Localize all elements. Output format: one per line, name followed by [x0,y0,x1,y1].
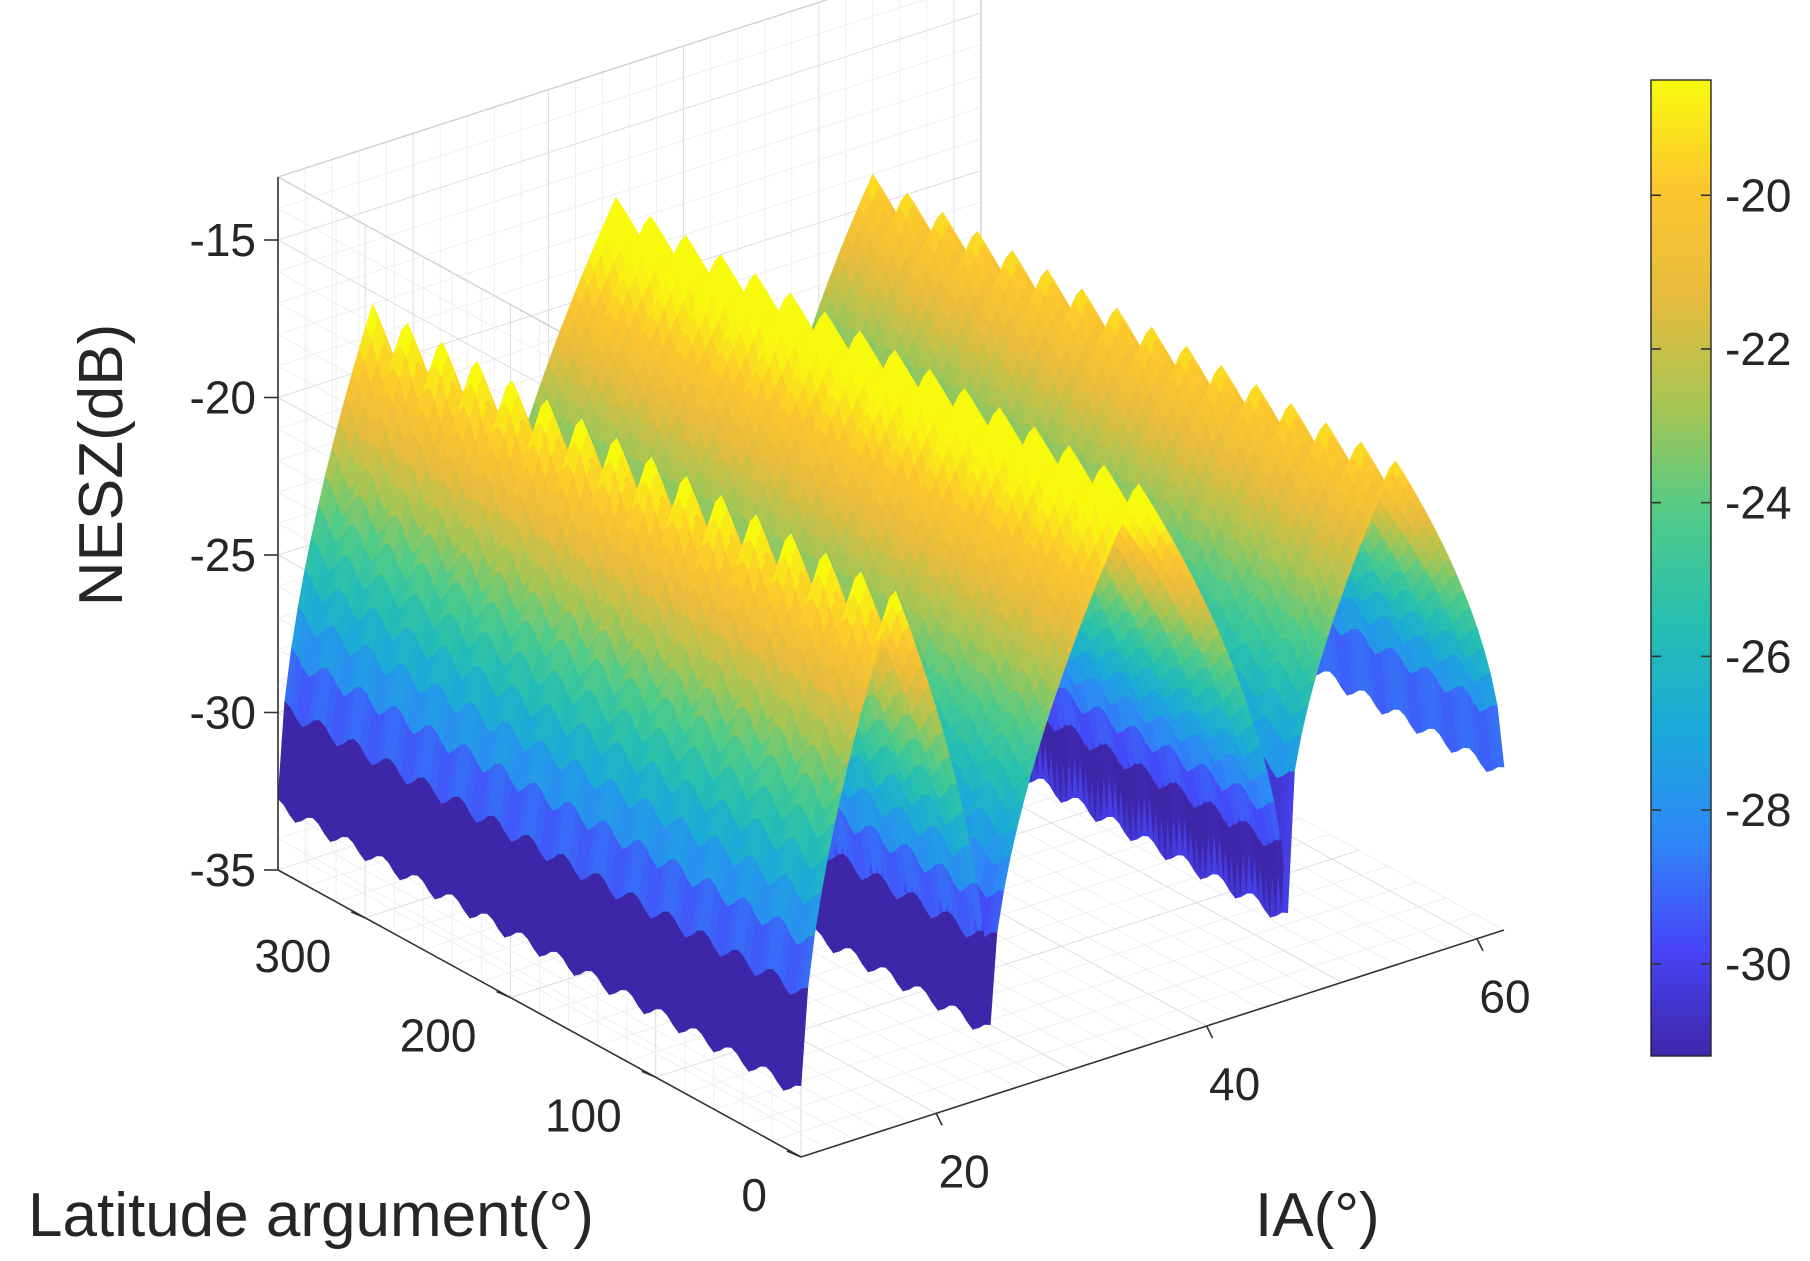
nesz-surface [277,173,1505,1092]
colorbar-ticks: -30 -28 -26 -24 -22 -20 [1651,169,1791,990]
colorbar-tick-label: -22 [1725,323,1791,375]
z-tick-label: -30 [190,687,256,739]
y-tick-label: 100 [545,1089,622,1141]
y-tick-label: 0 [741,1169,767,1221]
colorbar-tick-label: -26 [1725,630,1791,682]
y-tick-mark [496,990,511,999]
z-axis-label: NESZ(dB) [67,324,136,606]
colorbar: -30 -28 -26 -24 -22 -20 [1650,79,1791,1057]
z-tick-label: -25 [190,529,256,581]
x-tick-label: 40 [1209,1058,1260,1110]
y-tick-label: 200 [400,1010,477,1062]
x-tick-mark [1476,938,1484,952]
z-axis-ticks: -35 -30 -25 -20 -15 [190,214,278,896]
colorbar-gradient [1650,79,1712,1057]
y-tick-mark [786,1150,802,1158]
x-tick-mark [935,1112,943,1126]
z-tick-label: -15 [190,214,256,266]
y-tick-mark [641,1070,657,1079]
z-tick-label: -35 [190,844,256,896]
y-tick-label: 300 [254,930,331,982]
colorbar-tick-label: -24 [1725,477,1791,529]
colorbar-tick-label: -30 [1725,938,1791,990]
x-tick-mark [1205,1025,1214,1039]
y-axis-label: Latitude argument(°) [28,1181,594,1250]
x-tick-label: 20 [939,1145,990,1197]
y-axis-ticks: 0 100 200 300 [254,911,802,1221]
colorbar-tick-label: -20 [1725,169,1791,221]
z-tick-label: -20 [190,372,256,424]
colorbar-tick-label: -28 [1725,784,1791,836]
x-tick-label: 60 [1479,971,1530,1023]
x-axis-label: IA(°) [1255,1181,1380,1250]
x-axis-ticks: 20 40 60 [935,938,1531,1197]
y-tick-mark [350,911,366,919]
